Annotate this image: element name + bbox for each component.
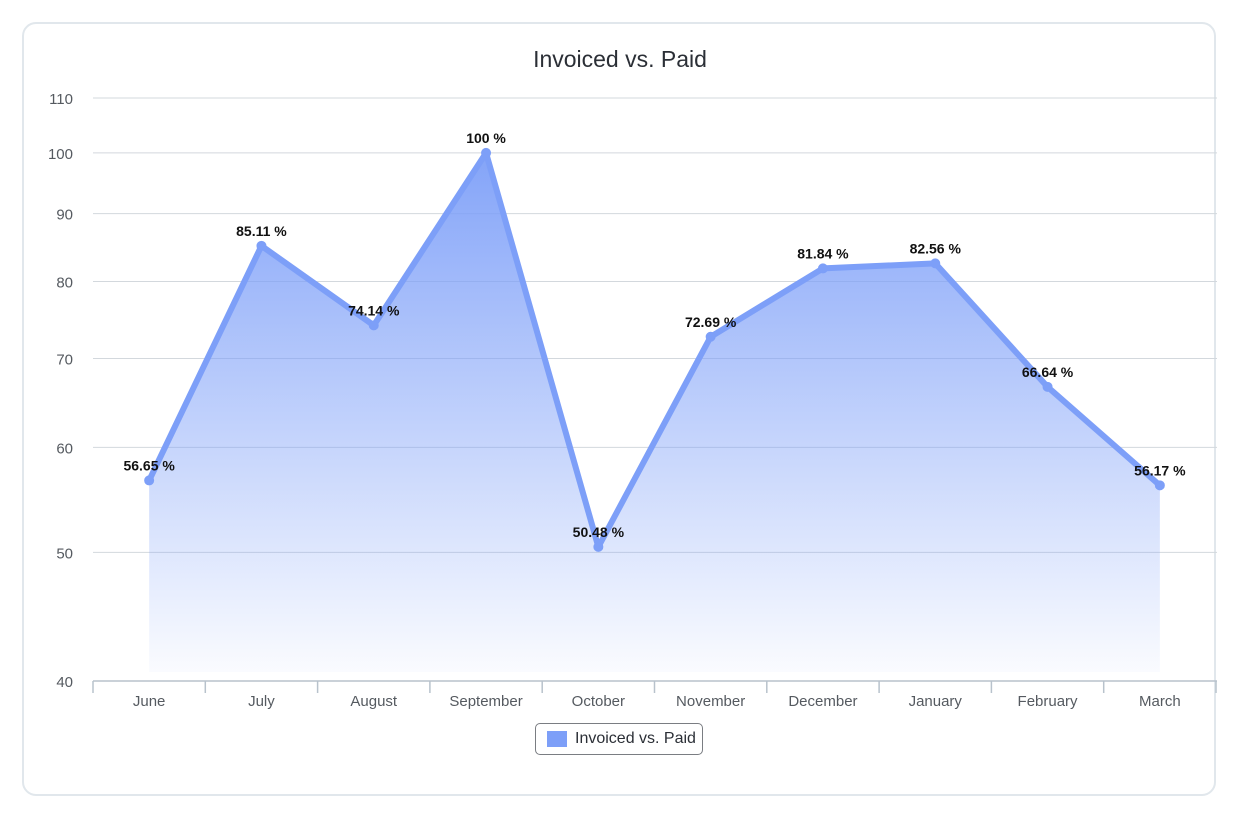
series-line (146, 149, 1163, 550)
series-area (149, 152, 1160, 673)
x-tick-label: February (1018, 693, 1079, 710)
data-point (593, 541, 604, 552)
data-point (368, 320, 379, 331)
x-tick-label: October (572, 693, 625, 710)
data-point (930, 258, 941, 269)
data-label: 82.56 % (910, 240, 962, 256)
x-tick-label: July (248, 693, 275, 710)
x-axis (92, 680, 1217, 693)
data-point (1154, 480, 1165, 491)
x-tick-label: January (909, 693, 963, 710)
y-tick-label: 90 (56, 207, 73, 224)
data-point (144, 475, 155, 486)
y-axis-labels: 40 50 60 70 80 90 100 110 (48, 91, 73, 691)
y-tick-label: 110 (49, 91, 73, 108)
x-tick-label: June (133, 693, 166, 710)
legend-swatch (547, 731, 567, 747)
y-tick-label: 40 (56, 674, 73, 691)
x-axis-labels: June July August September October November De… (133, 693, 1181, 710)
data-label: 85.11 % (236, 223, 287, 239)
data-label: 72.69 % (685, 314, 737, 330)
data-label: 100 % (466, 130, 506, 146)
x-tick-label: November (676, 693, 745, 710)
data-labels: 56.65 % 85.11 % 74.14 % 100 % 50.48 % 72.69 %… (123, 130, 1186, 540)
data-label: 50.48 % (573, 524, 625, 540)
x-tick-label: September (449, 693, 522, 710)
data-label: 74.14 % (348, 302, 400, 318)
data-point (817, 263, 828, 274)
y-tick-label: 70 (56, 351, 73, 368)
data-label: 56.17 % (1134, 462, 1186, 478)
series-line-path (146, 149, 1163, 550)
x-tick-label: August (350, 693, 398, 710)
y-tick-label: 100 (48, 146, 73, 163)
data-point (705, 331, 716, 342)
data-label: 56.65 % (123, 457, 175, 473)
data-label: 81.84 % (797, 245, 849, 261)
data-points (144, 147, 1165, 552)
data-point (256, 240, 267, 251)
data-point (1042, 381, 1053, 392)
legend-item[interactable]: Invoiced vs. Paid (535, 723, 703, 755)
legend-label: Invoiced vs. Paid (575, 730, 696, 747)
y-tick-label: 50 (56, 545, 73, 562)
area-fill (149, 152, 1160, 673)
chart-title: Invoiced vs. Paid (533, 46, 707, 72)
data-label: 66.64 % (1022, 364, 1074, 380)
x-tick-label: March (1139, 693, 1181, 710)
y-tick-label: 60 (56, 440, 73, 457)
x-tick-label: December (788, 693, 857, 710)
y-tick-label: 80 (56, 275, 73, 292)
data-point (481, 147, 492, 158)
